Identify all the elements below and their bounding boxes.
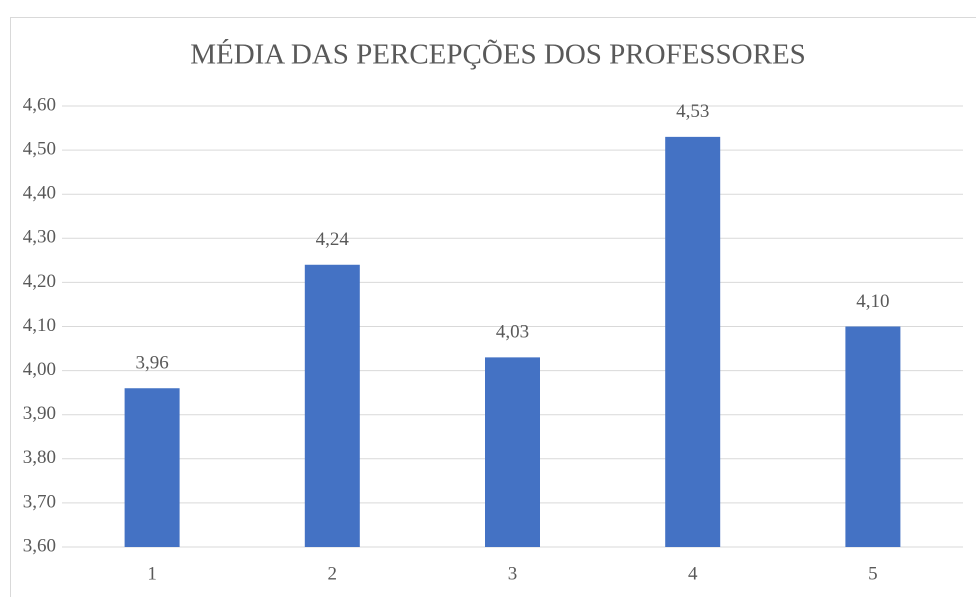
y-tick-label: 3,80: [23, 447, 56, 468]
y-tick-label: 4,30: [23, 227, 56, 248]
data-label: 3,96: [135, 353, 168, 374]
data-label: 4,53: [676, 101, 709, 122]
bar: [665, 137, 720, 547]
bar: [845, 327, 900, 548]
y-tick-label: 3,90: [23, 403, 56, 424]
x-tick-label: 3: [508, 563, 518, 584]
y-tick-label: 4,60: [23, 94, 56, 115]
y-tick-label: 3,60: [23, 535, 56, 556]
data-label: 4,03: [496, 322, 529, 343]
x-tick-label: 4: [688, 563, 698, 584]
data-label: 4,10: [856, 291, 889, 312]
bar: [125, 388, 180, 547]
x-tick-label: 2: [328, 563, 338, 584]
y-tick-label: 3,70: [23, 491, 56, 512]
x-tick-label: 5: [868, 563, 878, 584]
x-tick-label: 1: [147, 563, 157, 584]
bar: [485, 357, 540, 547]
y-tick-label: 4,50: [23, 138, 56, 159]
y-tick-label: 4,10: [23, 315, 56, 336]
y-tick-label: 4,00: [23, 359, 56, 380]
chart-title: MÉDIA DAS PERCEPÇÕES DOS PROFESSORES: [190, 38, 806, 71]
y-tick-label: 4,40: [23, 183, 56, 204]
bar: [305, 265, 360, 547]
data-label: 4,24: [316, 229, 350, 250]
y-tick-label: 4,20: [23, 271, 56, 292]
